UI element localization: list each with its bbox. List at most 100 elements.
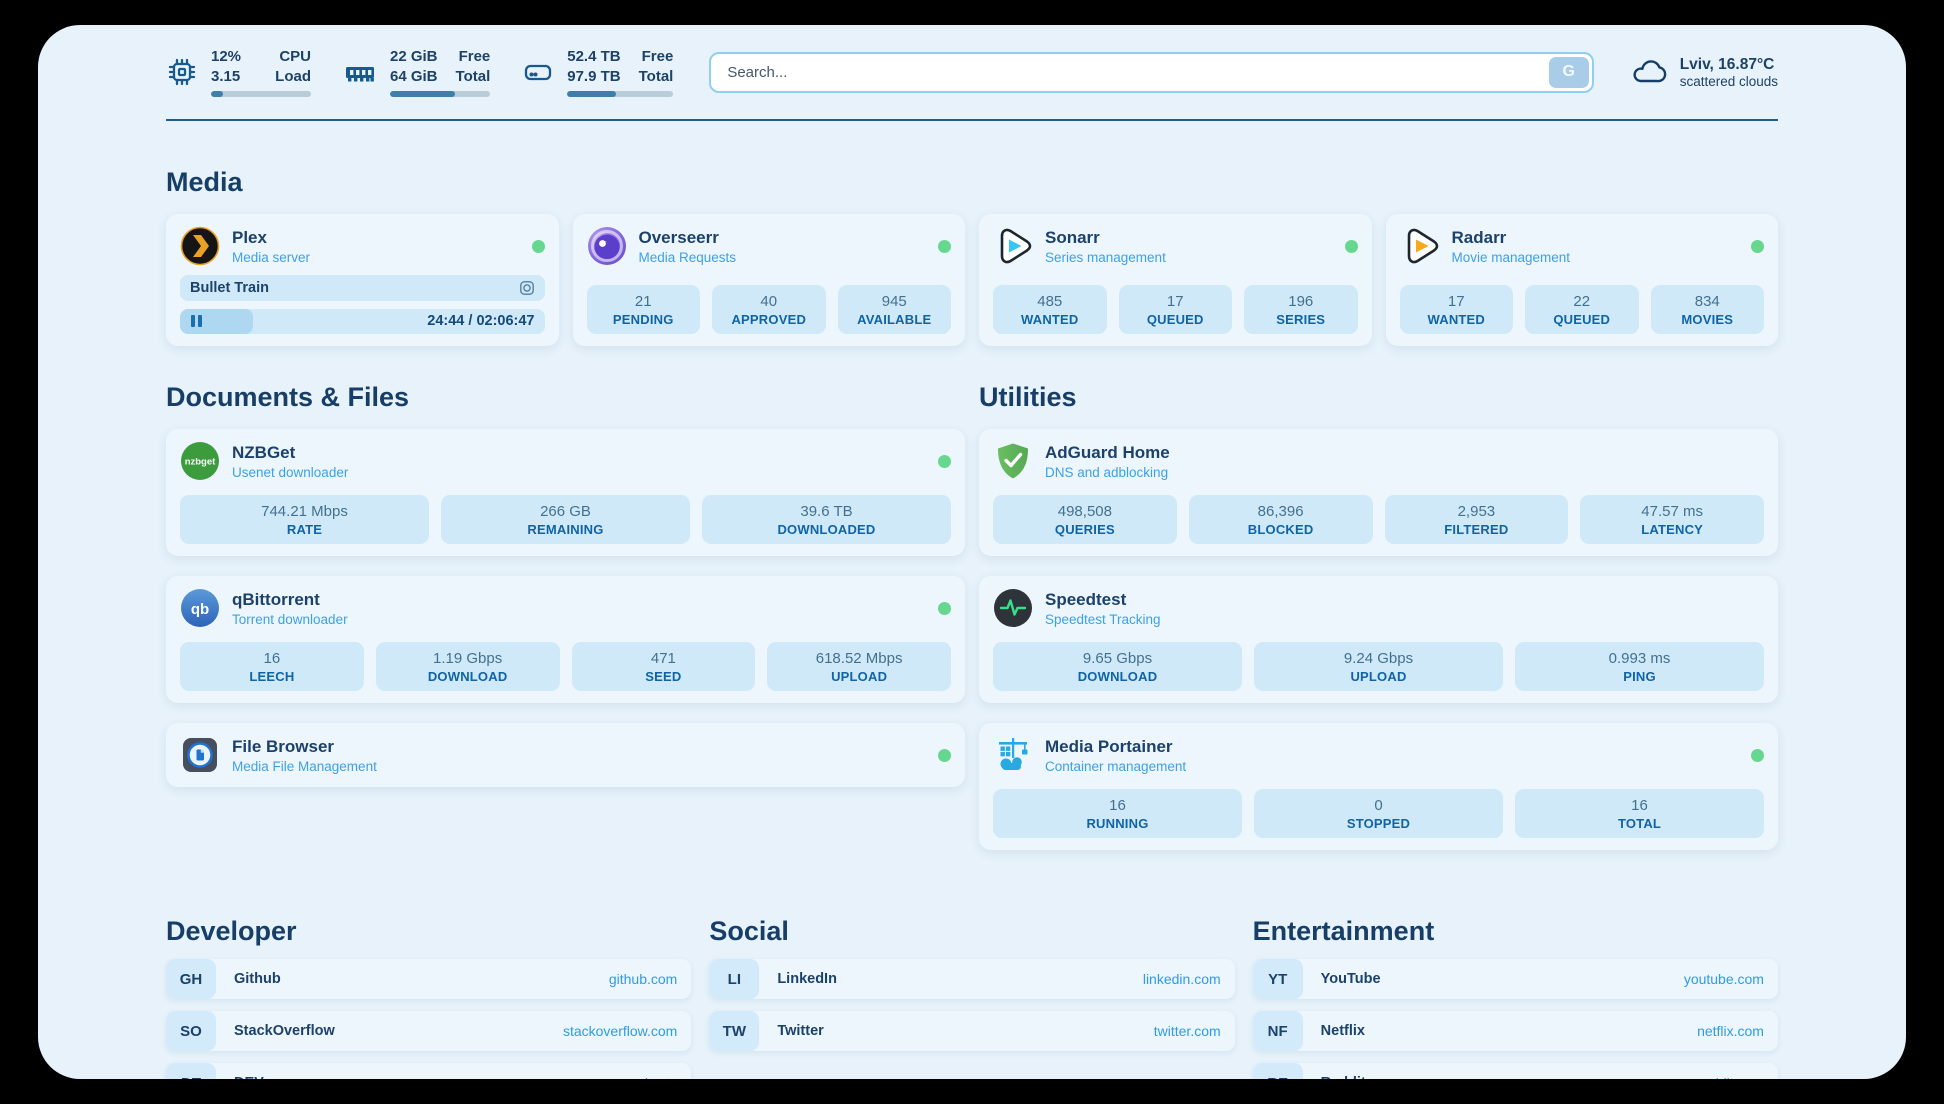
link-row-linkedin[interactable]: LI LinkedIn linkedin.com bbox=[709, 959, 1235, 999]
stat-box: 744.21 Mbps RATE bbox=[180, 495, 429, 544]
ram-total-value: 64 GiB bbox=[390, 67, 438, 85]
stat-box: 0 STOPPED bbox=[1254, 789, 1503, 838]
link-url[interactable]: github.com bbox=[608, 971, 678, 987]
app-title: Speedtest bbox=[1045, 589, 1127, 609]
link-row-dev[interactable]: DT DEV dev.to bbox=[166, 1063, 692, 1079]
ram-free-value: 22 GiB bbox=[390, 48, 438, 65]
stat-box: 498,508 QUERIES bbox=[993, 495, 1177, 544]
social-section-title: Social bbox=[709, 916, 789, 946]
stat-box: 1.19 Gbps DOWNLOAD bbox=[375, 642, 560, 691]
link-url[interactable]: netflix.com bbox=[1697, 1023, 1764, 1039]
app-title: Radarr bbox=[1451, 227, 1507, 247]
stat-box: 485 WANTED bbox=[993, 285, 1107, 334]
utilities-section-title: Utilities bbox=[979, 382, 1077, 412]
app-card-portainer[interactable]: Media Portainer Container management 16 R… bbox=[979, 723, 1778, 850]
app-title: NZBGet bbox=[232, 442, 296, 462]
link-name: Twitter bbox=[777, 1023, 824, 1039]
app-desc: Speedtest Tracking bbox=[1045, 611, 1161, 627]
link-name: Github bbox=[234, 971, 281, 987]
media-item-icon[interactable] bbox=[519, 280, 535, 296]
playback-progress-bar[interactable]: 24:44 / 02:06:47 bbox=[180, 308, 545, 334]
link-url[interactable]: twitter.com bbox=[1153, 1023, 1221, 1039]
svg-text:nzbget: nzbget bbox=[185, 457, 216, 468]
link-name: Netflix bbox=[1320, 1023, 1365, 1039]
app-card-overseerr[interactable]: Overseerr Media Requests 21 PENDING 40 APP… bbox=[572, 214, 965, 346]
disk-icon bbox=[525, 64, 552, 81]
app-card-adguard[interactable]: AdGuard Home DNS and adblocking 498,508 Q… bbox=[979, 429, 1778, 556]
cpu-label-1: CPU bbox=[279, 48, 311, 65]
link-badge: LI bbox=[709, 959, 760, 999]
weather-widget[interactable]: Lviv, 16.87°C scattered clouds bbox=[1630, 55, 1778, 89]
link-badge: SO bbox=[166, 1011, 216, 1051]
stat-box: 16 LEECH bbox=[180, 642, 364, 691]
cpu-metric: 12% 3.15 CPU Load bbox=[166, 47, 311, 97]
link-row-netflix[interactable]: NF Netflix netflix.com bbox=[1252, 1011, 1778, 1051]
header-divider bbox=[166, 119, 1778, 121]
app-desc: Torrent downloader bbox=[232, 611, 348, 627]
app-card-plex[interactable]: Plex Media server Bullet Train bbox=[166, 214, 559, 346]
nzbget-icon: nzbget bbox=[181, 442, 219, 480]
link-url[interactable]: reddit.com bbox=[1699, 1075, 1764, 1079]
disk-progress-bar bbox=[567, 91, 674, 97]
link-name: DEV bbox=[234, 1075, 264, 1079]
disk-total-value: 97.9 TB bbox=[567, 67, 621, 85]
app-title: File Browser bbox=[232, 736, 335, 756]
link-row-stackoverflow[interactable]: SO StackOverflow stackoverflow.com bbox=[166, 1011, 692, 1051]
app-desc: Movie management bbox=[1451, 249, 1571, 265]
app-card-radarr[interactable]: Radarr Movie management 17 WANTED 22 QUEUE… bbox=[1385, 214, 1778, 346]
disk-free-value: 52.4 TB bbox=[567, 48, 621, 65]
search-input[interactable] bbox=[709, 51, 1594, 93]
status-dot bbox=[938, 239, 951, 253]
stat-box: 39.6 TB DOWNLOADED bbox=[702, 495, 951, 544]
link-url[interactable]: linkedin.com bbox=[1142, 971, 1221, 987]
link-row-twitter[interactable]: TW Twitter twitter.com bbox=[709, 1011, 1235, 1051]
status-dot bbox=[938, 748, 951, 762]
stat-box: 266 GB REMAINING bbox=[441, 495, 690, 544]
cpu-label-2: Load bbox=[275, 67, 311, 85]
qbittorrent-icon: qb bbox=[181, 589, 219, 627]
app-card-filebrowser[interactable]: File Browser Media File Management bbox=[166, 723, 965, 787]
app-desc: Media server bbox=[232, 249, 311, 265]
speedtest-icon bbox=[994, 589, 1032, 627]
plex-icon bbox=[180, 226, 220, 266]
stat-box: 17 QUEUED bbox=[1118, 285, 1232, 334]
developer-section-title: Developer bbox=[166, 916, 297, 946]
cpu-progress-bar bbox=[211, 91, 311, 97]
link-url[interactable]: youtube.com bbox=[1683, 971, 1764, 987]
dashboard-page: 12% 3.15 CPU Load bbox=[38, 25, 1906, 1079]
developer-section: Developer GH Github github.com SO StackO… bbox=[166, 916, 692, 1079]
app-title: Sonarr bbox=[1045, 227, 1100, 247]
search-engine-button[interactable]: G bbox=[1548, 56, 1589, 88]
weather-location-temp: Lviv, 16.87°C bbox=[1679, 55, 1775, 73]
pause-icon[interactable] bbox=[191, 315, 202, 328]
app-card-qbittorrent[interactable]: qb qBittorrent Torrent downloader 16 LEEC… bbox=[166, 576, 965, 703]
stat-box: 196 SERIES bbox=[1244, 285, 1358, 334]
link-row-reddit[interactable]: RE Reddit reddit.com bbox=[1252, 1063, 1778, 1079]
app-card-nzbget[interactable]: nzbget NZBGet Usenet downloader 744.21 M… bbox=[166, 429, 965, 556]
link-badge: TW bbox=[709, 1011, 760, 1051]
disk-label-2: Total bbox=[638, 67, 674, 85]
app-card-speedtest[interactable]: Speedtest Speedtest Tracking 9.65 Gbps DO… bbox=[979, 576, 1778, 703]
link-url[interactable]: stackoverflow.com bbox=[562, 1023, 678, 1039]
link-badge: DT bbox=[166, 1063, 216, 1079]
stat-box: 16 RUNNING bbox=[993, 789, 1242, 838]
link-row-github[interactable]: GH Github github.com bbox=[166, 959, 692, 999]
stat-box: 945 AVAILABLE bbox=[837, 285, 951, 334]
link-url[interactable]: dev.to bbox=[640, 1075, 677, 1079]
portainer-icon bbox=[999, 738, 1028, 770]
status-dot bbox=[1751, 239, 1764, 253]
cloud-icon bbox=[1633, 60, 1666, 83]
link-row-youtube[interactable]: YT YouTube youtube.com bbox=[1252, 959, 1778, 999]
ram-label-2: Total bbox=[455, 67, 491, 85]
utilities-column: Utilities AdGuard Home DNS and adblockin… bbox=[979, 382, 1778, 870]
stat-box: 16 TOTAL bbox=[1515, 789, 1764, 838]
media-section: Media Plex Media server Bullet Train bbox=[166, 167, 1778, 346]
link-name: YouTube bbox=[1320, 971, 1381, 987]
entertainment-section-title: Entertainment bbox=[1252, 916, 1435, 946]
link-name: Reddit bbox=[1321, 1075, 1366, 1079]
status-dot bbox=[938, 454, 951, 468]
app-card-sonarr[interactable]: Sonarr Series management 485 WANTED 17 QUE… bbox=[979, 214, 1372, 346]
cpu-load-value: 3.15 bbox=[211, 67, 241, 85]
app-title: AdGuard Home bbox=[1045, 442, 1170, 462]
